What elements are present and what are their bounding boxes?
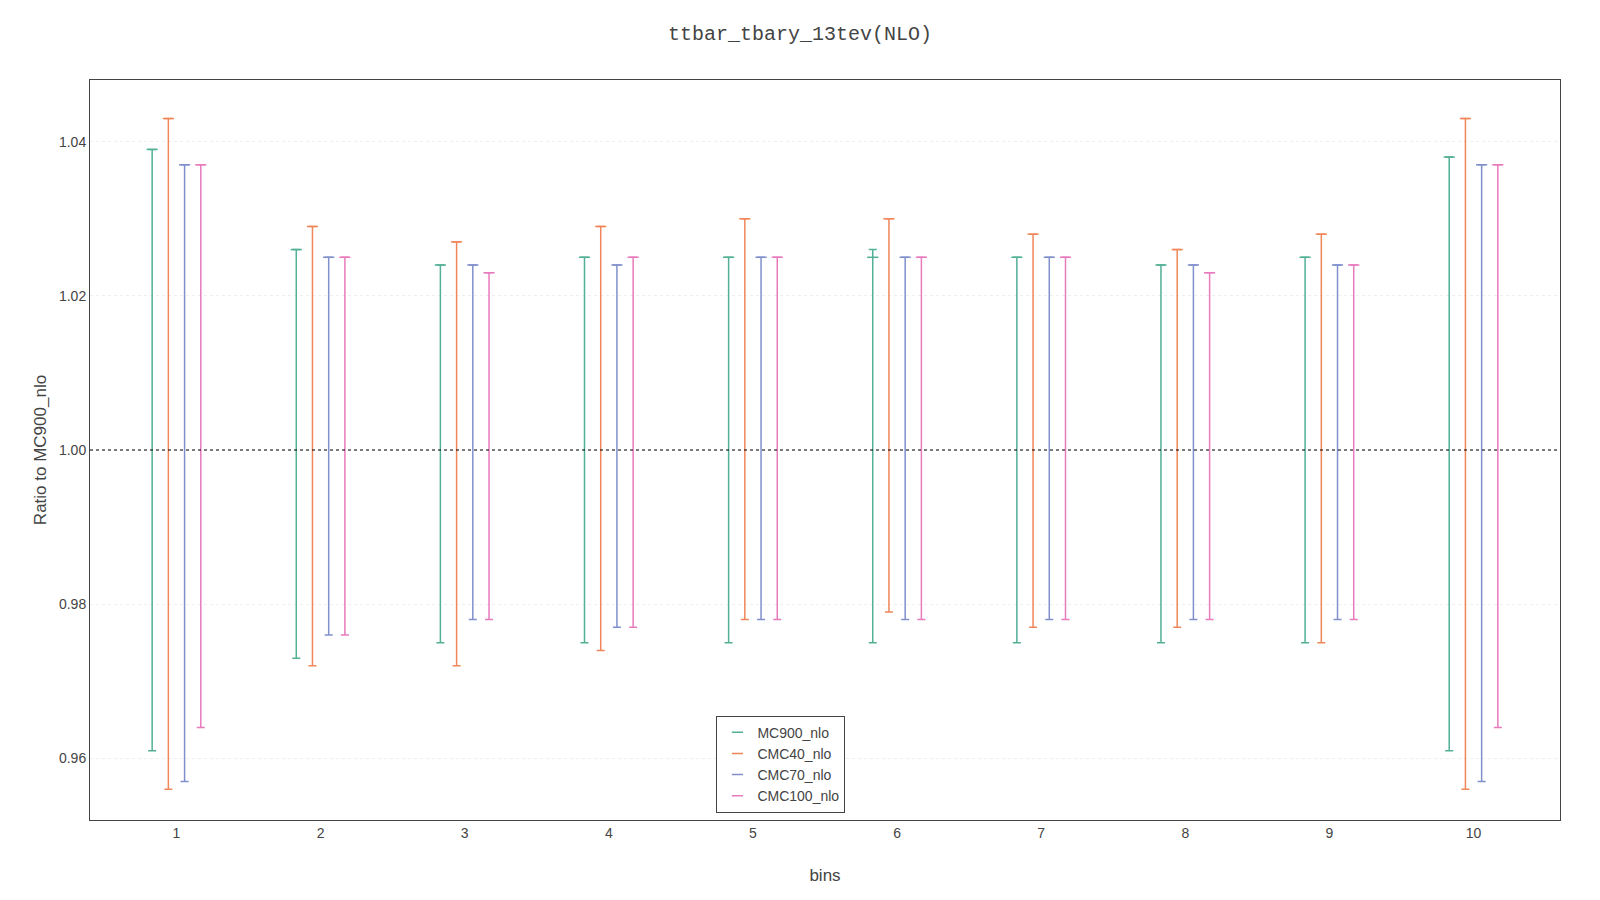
svg-text:1: 1: [173, 825, 181, 841]
svg-text:3: 3: [461, 825, 469, 841]
svg-text:MC900_nlo: MC900_nlo: [757, 725, 829, 741]
svg-text:10: 10: [1466, 825, 1482, 841]
svg-text:4: 4: [605, 825, 613, 841]
svg-text:1.04: 1.04: [59, 134, 86, 150]
svg-text:CMC40_nlo: CMC40_nlo: [757, 746, 831, 762]
svg-text:0.98: 0.98: [59, 596, 86, 612]
svg-text:CMC100_nlo: CMC100_nlo: [757, 788, 839, 804]
svg-text:7: 7: [1037, 825, 1045, 841]
svg-text:2: 2: [317, 825, 325, 841]
svg-text:5: 5: [749, 825, 757, 841]
svg-text:0.96: 0.96: [59, 750, 86, 766]
svg-text:Ratio to MC900_nlo: Ratio to MC900_nlo: [31, 375, 50, 525]
svg-text:8: 8: [1181, 825, 1189, 841]
svg-text:bins: bins: [809, 866, 840, 885]
svg-text:6: 6: [893, 825, 901, 841]
svg-text:9: 9: [1326, 825, 1334, 841]
svg-text:CMC70_nlo: CMC70_nlo: [757, 767, 831, 783]
svg-text:ttbar_tbary_13tev(NLO): ttbar_tbary_13tev(NLO): [668, 23, 932, 46]
svg-text:1.00: 1.00: [59, 442, 86, 458]
svg-text:1.02: 1.02: [59, 288, 86, 304]
